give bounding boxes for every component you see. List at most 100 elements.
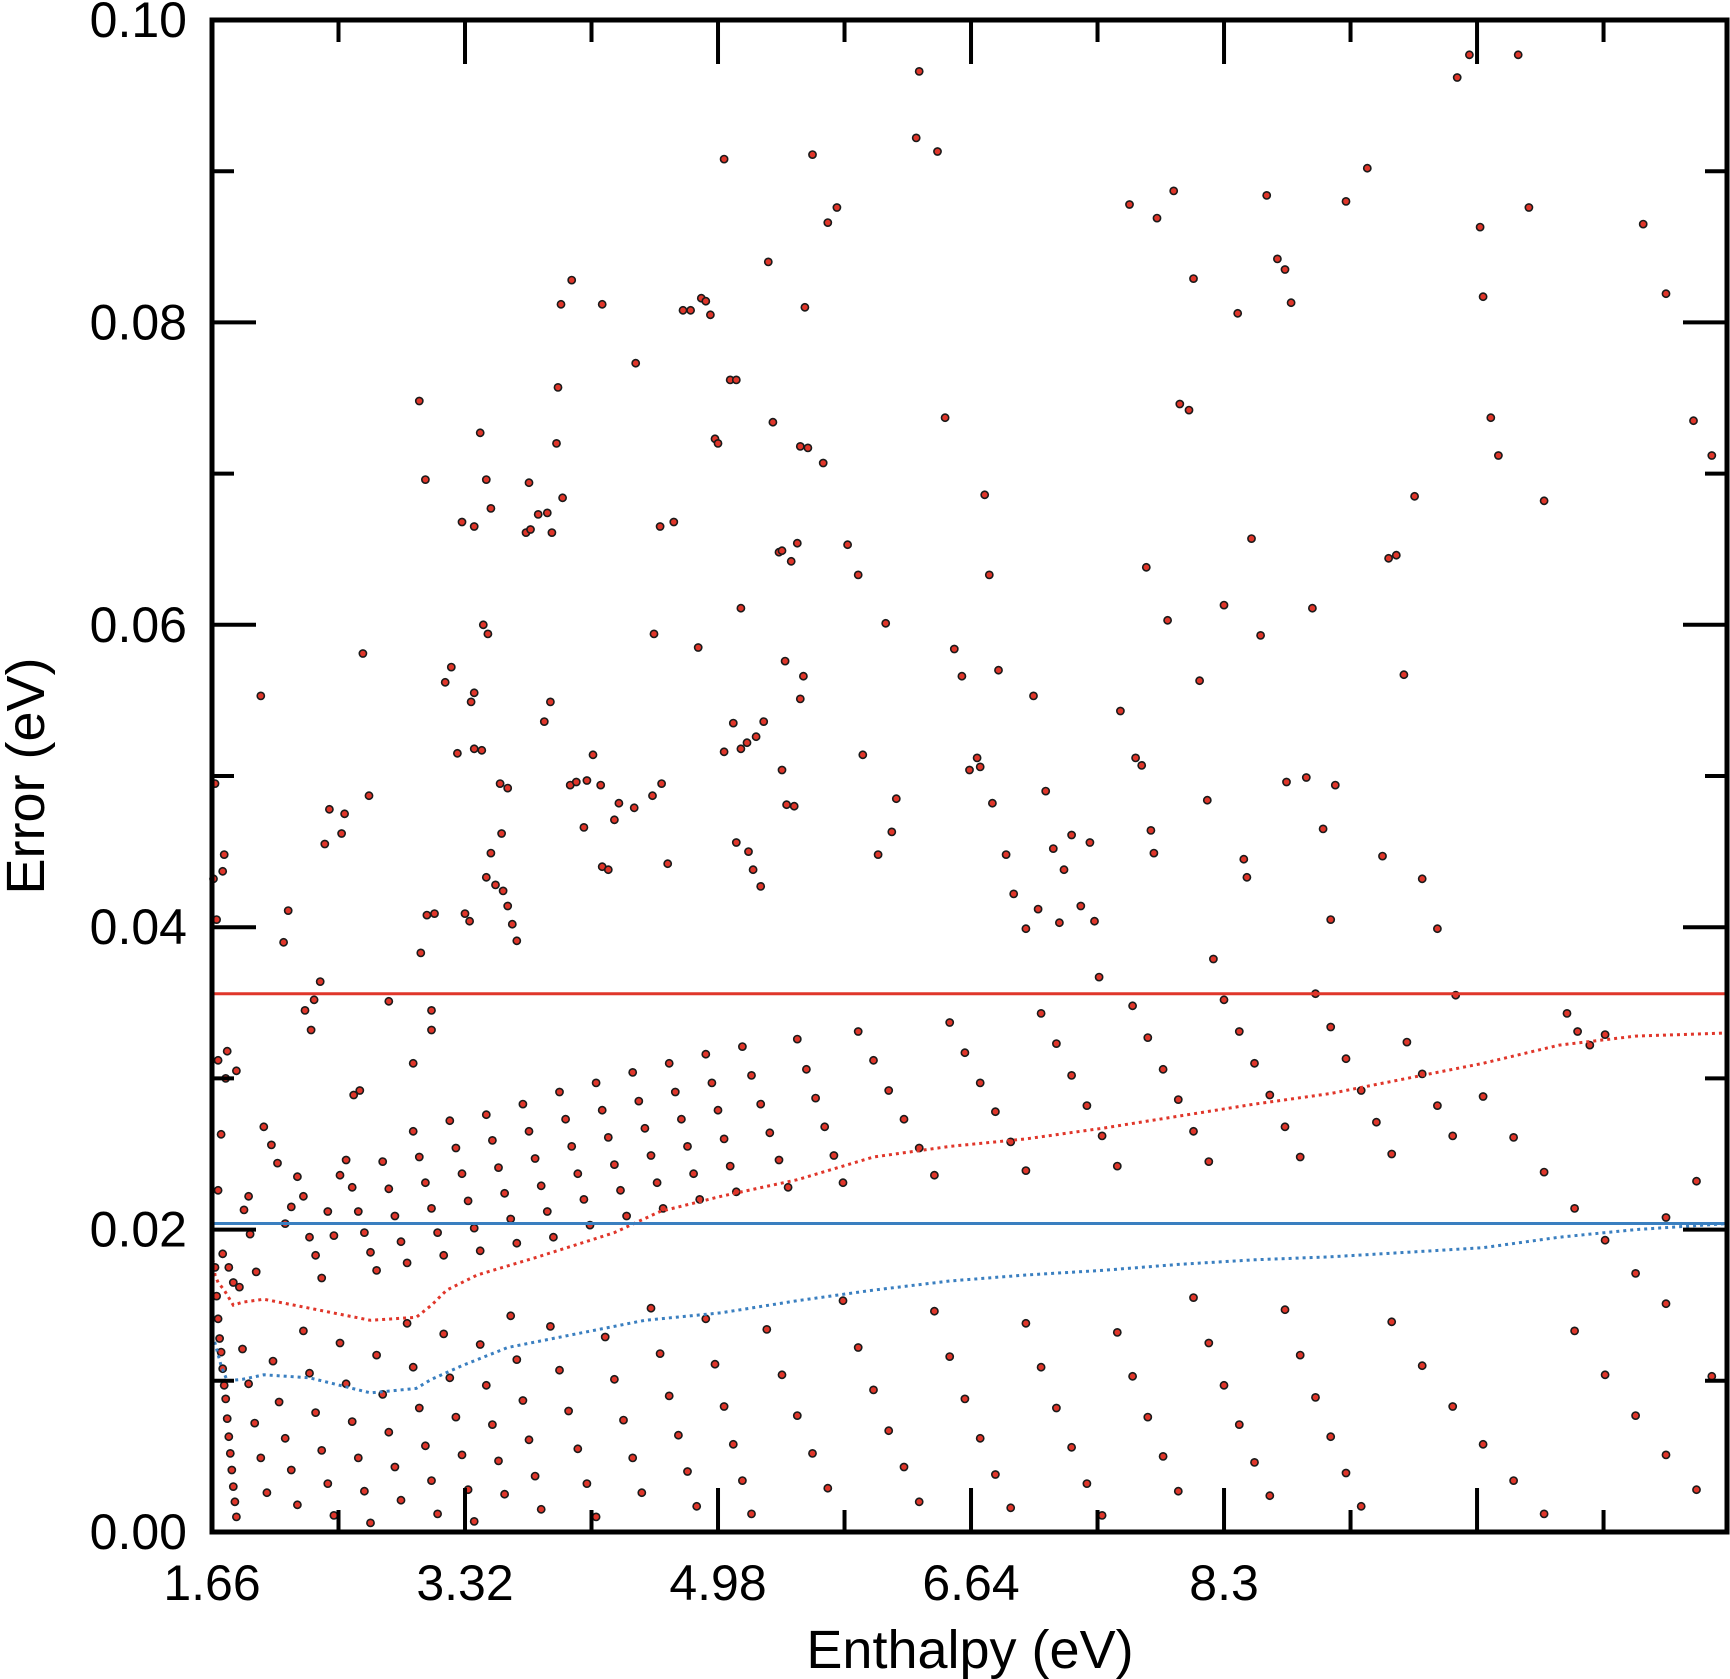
data-point xyxy=(273,1158,282,1168)
data-point xyxy=(526,525,535,534)
data-point xyxy=(823,1483,833,1493)
data-point xyxy=(446,662,456,672)
data-point xyxy=(649,629,659,639)
data-point xyxy=(556,299,566,309)
data-point xyxy=(231,1066,241,1076)
data-point xyxy=(579,823,589,832)
data-point xyxy=(364,791,374,801)
data-point xyxy=(1234,1027,1244,1036)
data-point xyxy=(742,738,752,748)
data-point xyxy=(759,717,769,726)
data-point xyxy=(1600,1235,1610,1245)
data-point xyxy=(701,1049,711,1059)
data-point xyxy=(1082,1101,1092,1110)
data-point xyxy=(1067,830,1076,840)
data-point xyxy=(646,1303,656,1313)
data-point xyxy=(1465,50,1474,60)
data-point xyxy=(573,1169,583,1179)
data-point xyxy=(1661,1450,1671,1460)
data-point xyxy=(579,1195,589,1204)
data-point xyxy=(555,1087,564,1097)
data-point xyxy=(1256,631,1265,640)
data-point xyxy=(1399,670,1409,680)
data-point xyxy=(481,475,491,484)
data-point xyxy=(427,1204,436,1213)
data-point xyxy=(747,1509,756,1519)
data-point xyxy=(1448,1131,1458,1141)
data-point xyxy=(628,1068,638,1077)
data-point xyxy=(1189,1126,1198,1136)
data-point xyxy=(1242,872,1252,882)
data-point xyxy=(567,1142,577,1151)
data-point xyxy=(244,1191,253,1201)
data-point xyxy=(1326,1432,1336,1442)
data-point xyxy=(949,644,959,654)
data-point xyxy=(494,1163,503,1172)
data-point xyxy=(945,1352,955,1361)
data-point xyxy=(340,809,349,819)
data-point xyxy=(792,538,802,548)
data-point xyxy=(1250,1058,1259,1068)
data-point xyxy=(414,1403,424,1413)
data-point xyxy=(475,1246,485,1256)
data-point xyxy=(427,1476,436,1485)
data-point xyxy=(655,1349,665,1358)
data-point xyxy=(292,1172,302,1182)
data-point xyxy=(1131,753,1140,763)
data-point xyxy=(524,478,534,488)
data-point xyxy=(1295,1152,1305,1162)
data-point xyxy=(838,1178,848,1188)
data-point xyxy=(728,1439,738,1449)
data-point xyxy=(227,1465,237,1475)
data-point xyxy=(1128,1371,1137,1381)
data-point xyxy=(239,1205,249,1215)
data-point xyxy=(259,1122,269,1132)
data-point xyxy=(341,1155,351,1165)
data-point xyxy=(402,1318,412,1328)
data-point xyxy=(506,1311,516,1321)
data-point xyxy=(884,1086,894,1095)
data-point xyxy=(359,1228,369,1237)
data-point xyxy=(552,438,561,448)
data-point xyxy=(1219,995,1229,1005)
data-point xyxy=(670,1087,680,1097)
y-tick-label: 0.04 xyxy=(90,899,187,955)
data-point xyxy=(1152,213,1162,223)
data-point xyxy=(677,1114,686,1124)
data-point xyxy=(457,1450,467,1460)
data-point xyxy=(503,901,513,911)
data-point xyxy=(646,1151,656,1160)
data-point xyxy=(320,839,330,849)
data-point xyxy=(736,603,746,613)
data-point xyxy=(1033,904,1043,914)
data-point xyxy=(1055,918,1064,928)
data-point xyxy=(530,1471,540,1481)
data-point xyxy=(512,1355,522,1364)
data-point xyxy=(305,1232,314,1242)
data-point xyxy=(518,1396,528,1405)
data-point xyxy=(1048,844,1058,853)
data-point xyxy=(533,510,543,519)
data-point xyxy=(408,1362,418,1372)
data-point xyxy=(1233,308,1243,318)
data-point xyxy=(1330,780,1340,790)
data-point xyxy=(619,1415,628,1425)
data-point xyxy=(530,1154,540,1163)
data-point xyxy=(445,1373,455,1383)
data-point xyxy=(335,1170,345,1180)
data-point xyxy=(396,1237,406,1247)
data-point xyxy=(1265,1090,1275,1100)
data-point xyxy=(1570,1204,1579,1213)
data-point xyxy=(1539,496,1549,506)
y-tick-label: 0.00 xyxy=(90,1504,187,1560)
data-point xyxy=(524,1126,534,1136)
data-point xyxy=(719,747,729,757)
data-point xyxy=(1112,1161,1122,1171)
data-point xyxy=(349,1090,359,1100)
data-point xyxy=(390,1211,400,1221)
data-point xyxy=(972,753,982,763)
data-point xyxy=(1448,1402,1458,1411)
data-point xyxy=(1184,405,1194,415)
data-point xyxy=(1041,786,1051,796)
data-point xyxy=(465,916,474,926)
